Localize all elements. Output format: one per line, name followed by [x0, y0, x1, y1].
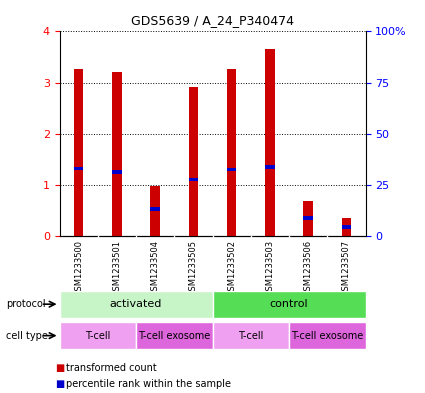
- Bar: [112, 170, 122, 174]
- Bar: [342, 225, 351, 229]
- Bar: [150, 208, 160, 211]
- Bar: [303, 216, 313, 220]
- Text: transformed count: transformed count: [66, 364, 157, 373]
- Text: T-cell: T-cell: [238, 331, 264, 341]
- Text: T-cell exosome: T-cell exosome: [291, 331, 363, 341]
- Bar: [60, 322, 136, 349]
- Bar: [212, 291, 366, 318]
- Bar: [289, 322, 366, 349]
- Text: ■: ■: [55, 364, 65, 373]
- Text: GDS5639 / A_24_P340474: GDS5639 / A_24_P340474: [131, 14, 294, 27]
- Text: GSM1233502: GSM1233502: [227, 240, 236, 296]
- Text: T-cell: T-cell: [85, 331, 110, 341]
- Text: activated: activated: [110, 299, 162, 309]
- Bar: [265, 49, 275, 236]
- Bar: [74, 69, 83, 236]
- Text: cell type: cell type: [6, 331, 48, 341]
- Text: GSM1233500: GSM1233500: [74, 240, 83, 296]
- Bar: [136, 322, 212, 349]
- Bar: [112, 72, 122, 236]
- Bar: [265, 165, 275, 169]
- Text: control: control: [270, 299, 308, 309]
- Text: ■: ■: [55, 379, 65, 389]
- Text: GSM1233505: GSM1233505: [189, 240, 198, 296]
- Bar: [212, 322, 289, 349]
- Text: GSM1233501: GSM1233501: [112, 240, 122, 296]
- Bar: [303, 201, 313, 236]
- Bar: [342, 218, 351, 236]
- Text: GSM1233504: GSM1233504: [150, 240, 160, 296]
- Text: percentile rank within the sample: percentile rank within the sample: [66, 379, 231, 389]
- Text: T-cell exosome: T-cell exosome: [138, 331, 210, 341]
- Bar: [74, 167, 83, 170]
- Text: protocol: protocol: [6, 299, 46, 309]
- Text: GSM1233507: GSM1233507: [342, 240, 351, 296]
- Bar: [150, 186, 160, 236]
- Bar: [189, 87, 198, 236]
- Text: GSM1233506: GSM1233506: [303, 240, 313, 296]
- Bar: [227, 69, 236, 236]
- Text: GSM1233503: GSM1233503: [265, 240, 275, 296]
- Bar: [60, 291, 212, 318]
- Bar: [227, 167, 236, 171]
- Bar: [189, 178, 198, 182]
